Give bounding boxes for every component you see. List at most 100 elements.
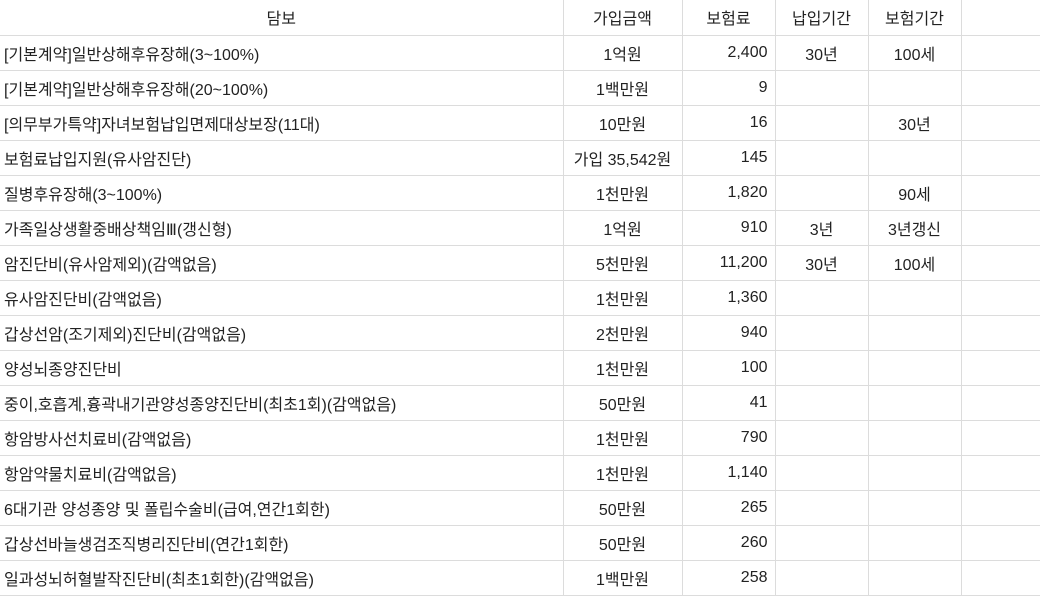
cell-insurance-period[interactable]: 30년 <box>867 104 962 141</box>
cell-insurance-period[interactable] <box>867 349 962 386</box>
header-empty[interactable] <box>960 0 1040 36</box>
cell-premium[interactable]: 41 <box>681 384 776 421</box>
cell-payment-period[interactable] <box>774 174 869 211</box>
cell-empty[interactable] <box>960 69 1040 106</box>
cell-coverage[interactable]: 가족일상생활중배상책임Ⅲ(갱신형) <box>0 209 564 246</box>
cell-coverage[interactable]: 일과성뇌허혈발작진단비(최초1회한)(감액없음) <box>0 559 564 596</box>
cell-premium[interactable]: 16 <box>681 104 776 141</box>
cell-amount[interactable]: 1천만원 <box>562 279 683 316</box>
cell-insurance-period[interactable] <box>867 489 962 526</box>
cell-payment-period[interactable]: 30년 <box>774 34 869 71</box>
cell-amount[interactable]: 1천만원 <box>562 419 683 456</box>
cell-empty[interactable] <box>960 34 1040 71</box>
cell-coverage[interactable]: 항암약물치료비(감액없음) <box>0 454 564 491</box>
cell-insurance-period[interactable] <box>867 559 962 596</box>
cell-coverage[interactable]: 양성뇌종양진단비 <box>0 349 564 386</box>
cell-insurance-period[interactable]: 90세 <box>867 174 962 211</box>
cell-coverage[interactable]: 질병후유장해(3~100%) <box>0 174 564 211</box>
cell-coverage[interactable]: 보험료납입지원(유사암진단) <box>0 139 564 176</box>
cell-coverage[interactable]: 갑상선바늘생검조직병리진단비(연간1회한) <box>0 524 564 561</box>
cell-premium[interactable]: 940 <box>681 314 776 351</box>
cell-insurance-period[interactable]: 100세 <box>867 34 962 71</box>
cell-empty[interactable] <box>960 419 1040 456</box>
cell-empty[interactable] <box>960 279 1040 316</box>
header-premium[interactable]: 보험료 <box>681 0 776 36</box>
cell-payment-period[interactable] <box>774 419 869 456</box>
cell-payment-period[interactable] <box>774 349 869 386</box>
cell-payment-period[interactable] <box>774 279 869 316</box>
cell-premium[interactable]: 265 <box>681 489 776 526</box>
cell-empty[interactable] <box>960 104 1040 141</box>
cell-amount[interactable]: 1억원 <box>562 34 683 71</box>
cell-premium[interactable]: 9 <box>681 69 776 106</box>
cell-empty[interactable] <box>960 384 1040 421</box>
cell-premium[interactable]: 790 <box>681 419 776 456</box>
cell-coverage[interactable]: [의무부가특약]자녀보험납입면제대상보장(11대) <box>0 104 564 141</box>
cell-empty[interactable] <box>960 489 1040 526</box>
cell-payment-period[interactable] <box>774 524 869 561</box>
cell-coverage[interactable]: [기본계약]일반상해후유장해(20~100%) <box>0 69 564 106</box>
cell-insurance-period[interactable] <box>867 69 962 106</box>
cell-amount[interactable]: 50만원 <box>562 489 683 526</box>
cell-amount[interactable]: 1천만원 <box>562 454 683 491</box>
cell-insurance-period[interactable]: 100세 <box>867 244 962 281</box>
cell-payment-period[interactable]: 30년 <box>774 244 869 281</box>
cell-amount[interactable]: 1억원 <box>562 209 683 246</box>
cell-payment-period[interactable] <box>774 139 869 176</box>
cell-empty[interactable] <box>960 524 1040 561</box>
cell-amount[interactable]: 1백만원 <box>562 559 683 596</box>
cell-payment-period[interactable] <box>774 384 869 421</box>
cell-premium[interactable]: 145 <box>681 139 776 176</box>
cell-coverage[interactable]: 6대기관 양성종양 및 폴립수술비(급여,연간1회한) <box>0 489 564 526</box>
cell-premium[interactable]: 1,360 <box>681 279 776 316</box>
cell-payment-period[interactable] <box>774 559 869 596</box>
cell-empty[interactable] <box>960 209 1040 246</box>
cell-amount[interactable]: 50만원 <box>562 384 683 421</box>
cell-payment-period[interactable] <box>774 489 869 526</box>
cell-insurance-period[interactable] <box>867 524 962 561</box>
header-insurance-period[interactable]: 보험기간 <box>867 0 962 36</box>
cell-premium[interactable]: 1,140 <box>681 454 776 491</box>
cell-coverage[interactable]: 항암방사선치료비(감액없음) <box>0 419 564 456</box>
cell-empty[interactable] <box>960 314 1040 351</box>
cell-empty[interactable] <box>960 559 1040 596</box>
cell-payment-period[interactable] <box>774 104 869 141</box>
cell-empty[interactable] <box>960 454 1040 491</box>
cell-amount[interactable]: 가입 35,542원 <box>562 139 683 176</box>
cell-empty[interactable] <box>960 139 1040 176</box>
cell-amount[interactable]: 1백만원 <box>562 69 683 106</box>
cell-coverage[interactable]: 갑상선암(조기제외)진단비(감액없음) <box>0 314 564 351</box>
cell-amount[interactable]: 50만원 <box>562 524 683 561</box>
cell-empty[interactable] <box>960 349 1040 386</box>
cell-payment-period[interactable] <box>774 314 869 351</box>
cell-premium[interactable]: 11,200 <box>681 244 776 281</box>
cell-insurance-period[interactable] <box>867 314 962 351</box>
cell-amount[interactable]: 1천만원 <box>562 349 683 386</box>
cell-amount[interactable]: 2천만원 <box>562 314 683 351</box>
cell-insurance-period[interactable] <box>867 454 962 491</box>
cell-insurance-period[interactable]: 3년갱신 <box>867 209 962 246</box>
cell-premium[interactable]: 2,400 <box>681 34 776 71</box>
cell-empty[interactable] <box>960 174 1040 211</box>
cell-insurance-period[interactable] <box>867 139 962 176</box>
cell-premium[interactable]: 910 <box>681 209 776 246</box>
cell-insurance-period[interactable] <box>867 279 962 316</box>
cell-payment-period[interactable] <box>774 69 869 106</box>
cell-premium[interactable]: 260 <box>681 524 776 561</box>
cell-coverage[interactable]: [기본계약]일반상해후유장해(3~100%) <box>0 34 564 71</box>
cell-empty[interactable] <box>960 244 1040 281</box>
cell-payment-period[interactable]: 3년 <box>774 209 869 246</box>
header-amount[interactable]: 가입금액 <box>562 0 683 36</box>
cell-amount[interactable]: 10만원 <box>562 104 683 141</box>
cell-payment-period[interactable] <box>774 454 869 491</box>
cell-coverage[interactable]: 유사암진단비(감액없음) <box>0 279 564 316</box>
header-coverage[interactable]: 담보 <box>0 0 564 36</box>
cell-coverage[interactable]: 중이,호흡계,흉곽내기관양성종양진단비(최초1회)(감액없음) <box>0 384 564 421</box>
cell-coverage[interactable]: 암진단비(유사암제외)(감액없음) <box>0 244 564 281</box>
cell-insurance-period[interactable] <box>867 384 962 421</box>
header-payment-period[interactable]: 납입기간 <box>774 0 869 36</box>
cell-amount[interactable]: 5천만원 <box>562 244 683 281</box>
cell-premium[interactable]: 258 <box>681 559 776 596</box>
cell-amount[interactable]: 1천만원 <box>562 174 683 211</box>
cell-insurance-period[interactable] <box>867 419 962 456</box>
